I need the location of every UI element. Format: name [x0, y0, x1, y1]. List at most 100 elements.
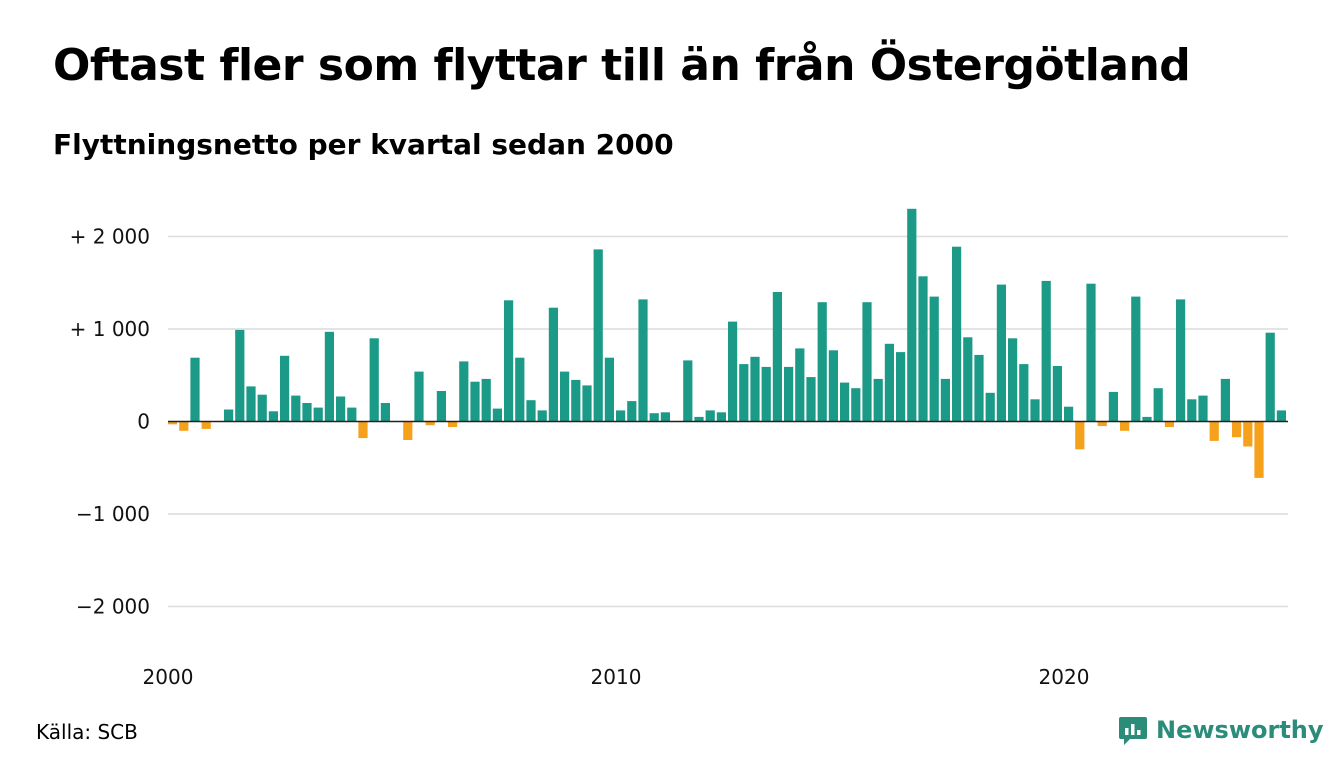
x-axis-labels: 2000 2010 2020	[143, 665, 1090, 689]
x-tick-label: 2020	[1039, 665, 1090, 689]
bar	[1232, 421, 1242, 438]
bar	[772, 292, 782, 422]
bar	[470, 381, 480, 422]
bar	[627, 401, 637, 422]
bar	[425, 421, 435, 426]
bar	[268, 411, 278, 422]
bar	[1108, 391, 1118, 422]
bar	[246, 386, 256, 422]
bar	[1019, 364, 1029, 422]
bars	[168, 208, 1286, 478]
bar	[784, 366, 794, 422]
y-tick-label: 0	[137, 410, 150, 434]
bar	[884, 343, 894, 422]
bar	[571, 379, 581, 422]
bar	[336, 396, 346, 422]
bar	[896, 352, 906, 422]
bar	[448, 421, 458, 427]
bar	[985, 392, 995, 422]
bar	[492, 408, 502, 422]
bar	[504, 300, 514, 422]
bar	[481, 378, 491, 422]
bar	[1276, 410, 1286, 422]
bar	[582, 385, 592, 422]
bar	[459, 361, 469, 422]
bar	[1008, 338, 1018, 422]
y-axis-labels: + 2 000 + 1 000 0 −1 000 −2 000	[70, 225, 150, 619]
bar	[1041, 280, 1051, 422]
bar	[593, 249, 603, 422]
bar	[683, 360, 693, 422]
chart-subtitle: Flyttningsnetto per kvartal sedan 2000	[53, 128, 674, 161]
bar	[716, 412, 726, 422]
bar	[515, 357, 525, 422]
bar	[179, 421, 189, 431]
bar	[1097, 421, 1107, 427]
bar	[313, 407, 323, 422]
bar	[1209, 421, 1219, 441]
bar	[1187, 399, 1197, 422]
bar	[694, 416, 704, 422]
bar	[1030, 399, 1040, 422]
bar	[739, 364, 749, 422]
bar	[750, 356, 760, 422]
bar	[918, 276, 928, 422]
bar	[873, 378, 883, 422]
bar	[1075, 421, 1085, 450]
bar	[537, 410, 547, 422]
y-tick-label: + 2 000	[70, 225, 150, 249]
bar	[1052, 366, 1062, 422]
bar	[1176, 299, 1186, 422]
bar	[436, 391, 446, 422]
bar	[257, 394, 267, 422]
bar	[817, 302, 827, 422]
bar	[940, 378, 950, 422]
bar	[907, 208, 917, 422]
bar	[1153, 388, 1163, 422]
bar	[806, 377, 816, 422]
bar	[548, 307, 558, 422]
bar	[302, 403, 312, 422]
bar	[526, 400, 536, 422]
bar	[795, 348, 805, 422]
bar	[828, 350, 838, 422]
bar	[1142, 416, 1152, 422]
bar	[952, 246, 962, 422]
x-tick-label: 2000	[143, 665, 194, 689]
bar	[1265, 332, 1275, 422]
bar	[862, 302, 872, 422]
bar	[1243, 421, 1253, 447]
bar	[190, 357, 200, 422]
bar	[705, 410, 715, 422]
bar	[929, 296, 939, 422]
y-tick-label: + 1 000	[70, 317, 150, 341]
bar	[1120, 421, 1130, 431]
bar	[996, 284, 1006, 422]
bar	[235, 329, 245, 422]
bar	[649, 413, 659, 422]
gridlines	[168, 235, 1288, 608]
source-note: Källa: SCB	[36, 720, 138, 744]
bar	[380, 403, 390, 422]
bar	[974, 354, 984, 422]
bar	[963, 337, 973, 422]
y-tick-label: −1 000	[76, 502, 150, 526]
bar	[560, 371, 570, 422]
bar	[1254, 421, 1264, 478]
bar	[604, 357, 614, 422]
bar	[369, 338, 379, 422]
bar	[638, 299, 648, 422]
bar	[358, 421, 368, 439]
bar	[1086, 283, 1096, 422]
y-tick-label: −2 000	[76, 595, 150, 619]
bar	[280, 355, 290, 422]
bar	[168, 421, 178, 425]
chart-title: Oftast fler som flyttar till än från Öst…	[53, 40, 1191, 91]
bar	[616, 410, 626, 422]
bar	[660, 412, 670, 422]
bar	[851, 388, 861, 422]
bar	[324, 331, 334, 422]
bar	[1064, 406, 1074, 422]
brand-name: Newsworthy	[1156, 716, 1324, 744]
bar	[1164, 421, 1174, 427]
